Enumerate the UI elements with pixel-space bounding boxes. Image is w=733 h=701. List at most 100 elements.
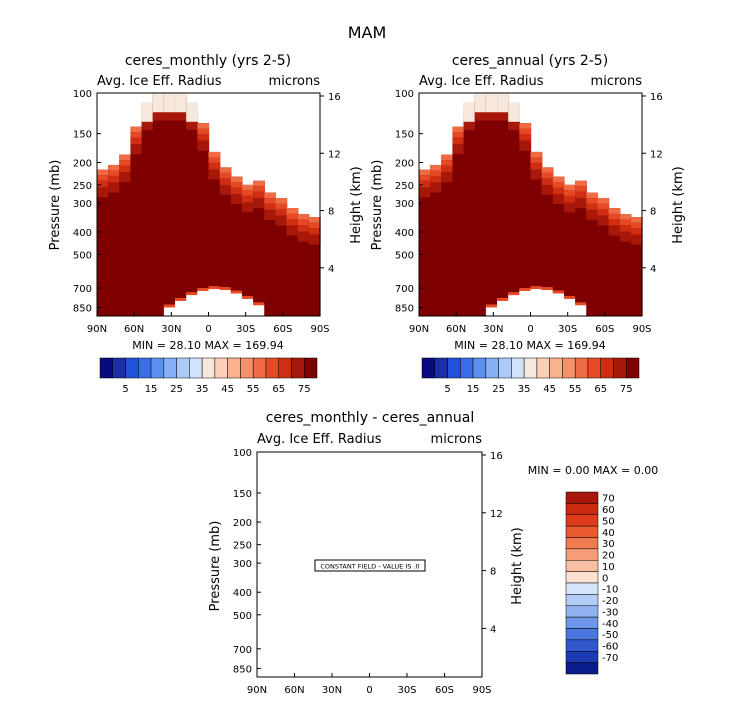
colorbar-box	[565, 616, 599, 629]
colorbar-label: 65	[594, 384, 607, 395]
contour-band	[241, 190, 254, 196]
contour-band	[230, 290, 243, 294]
contour-band	[253, 302, 265, 306]
x-tick-label: 60N	[124, 324, 144, 335]
contour-band	[608, 213, 621, 220]
contour-band	[419, 180, 431, 188]
colorbar-box	[99, 357, 114, 379]
contour-band	[208, 162, 221, 170]
height-tick-label: 8	[328, 207, 334, 218]
contour-band	[286, 225, 299, 236]
y-tick-label: 700	[73, 284, 92, 295]
contour-band	[119, 172, 132, 183]
panel-subtitle-right: microns	[269, 74, 321, 89]
x-tick-label: 90S	[472, 685, 491, 696]
colorbar-box	[150, 357, 165, 379]
height-tick-label: 4	[490, 624, 496, 635]
colorbar-box	[265, 357, 279, 379]
clear-region	[563, 297, 576, 316]
contour-band	[552, 290, 565, 294]
contour-band	[141, 102, 154, 122]
contour-column	[163, 93, 176, 307]
panel-subtitle-left: Avg. Ice Eff. Radius	[257, 432, 382, 447]
contour-band	[530, 157, 543, 163]
contour-column	[485, 93, 498, 307]
contour-band	[264, 210, 276, 221]
clear-region	[208, 288, 221, 316]
contour-band	[497, 297, 509, 301]
contour-band	[586, 198, 598, 204]
contour-band	[597, 203, 610, 209]
contour-band	[208, 151, 221, 158]
colorbar-box	[511, 357, 525, 379]
clear-region	[530, 288, 543, 316]
y-tick-label: 300	[73, 199, 92, 210]
y-tick-label: 200	[233, 518, 252, 529]
contour-column	[197, 123, 210, 290]
colorbar-box	[176, 357, 190, 379]
contour-band	[275, 197, 288, 204]
contour-band	[152, 110, 165, 121]
contour-band	[286, 219, 299, 226]
contour-column	[253, 180, 265, 305]
colorbar-label: 15	[467, 384, 480, 395]
colorbar-box	[565, 594, 599, 606]
contour-band	[286, 208, 299, 214]
y-tick-label: 400	[233, 588, 252, 599]
height-tick-label: 4	[650, 264, 656, 275]
contour-band	[230, 181, 243, 188]
clear-region	[575, 304, 587, 316]
y-tick-label: 300	[233, 559, 252, 570]
contour-band	[619, 225, 632, 232]
contour-band	[452, 144, 465, 155]
clear-region	[508, 294, 520, 316]
colorbar-label: -60	[602, 642, 618, 653]
contour-band	[264, 192, 276, 199]
x-tick-label: 30S	[236, 324, 255, 335]
colorbar-label: 45	[221, 384, 234, 395]
colorbar-box	[189, 357, 203, 379]
contour-band	[485, 93, 498, 113]
clear-region	[197, 289, 210, 316]
height-tick-label: 12	[328, 149, 341, 160]
contour-band	[452, 137, 465, 145]
figure-title: MAM	[348, 23, 387, 42]
x-tick-label: 30S	[558, 324, 577, 335]
contour-band	[575, 180, 587, 187]
contour-band	[430, 164, 442, 171]
contour-band	[552, 181, 565, 188]
contour-column	[308, 217, 321, 316]
contour-band	[197, 287, 210, 291]
contour-column	[286, 208, 299, 316]
contour-band	[608, 219, 621, 226]
panel-subtitle-right: microns	[591, 74, 643, 89]
contour-band	[275, 215, 288, 226]
colorbar-box	[303, 357, 318, 379]
colorbar-label: -50	[602, 630, 618, 641]
contour-band	[275, 203, 288, 209]
contour-band	[575, 191, 587, 199]
colorbar-box	[227, 357, 241, 379]
y-tick-label: 150	[73, 130, 92, 141]
x-tick-label: 0	[527, 324, 533, 335]
contour-band	[563, 195, 576, 203]
y-tick-label: 100	[73, 89, 92, 100]
colorbar-label: -40	[602, 619, 618, 630]
contour-band	[152, 93, 165, 113]
y-tick-label: 850	[73, 304, 92, 315]
contour-band	[474, 93, 487, 113]
contour-band	[230, 187, 243, 195]
colorbar-box	[549, 357, 563, 379]
contour-band	[630, 222, 643, 229]
contour-band	[141, 120, 154, 131]
clear-region	[541, 289, 554, 316]
contour-band	[186, 120, 198, 131]
contour-band	[441, 154, 454, 161]
contour-band	[497, 93, 509, 113]
contour-band	[519, 287, 532, 291]
x-tick-label: 90N	[247, 685, 267, 696]
colorbar-label: 15	[145, 384, 158, 395]
panel-difference: ceres_monthly - ceres_annual Avg. Ice Ef…	[208, 410, 658, 696]
x-tick-label: 60S	[435, 685, 454, 696]
contour-band	[308, 222, 321, 229]
